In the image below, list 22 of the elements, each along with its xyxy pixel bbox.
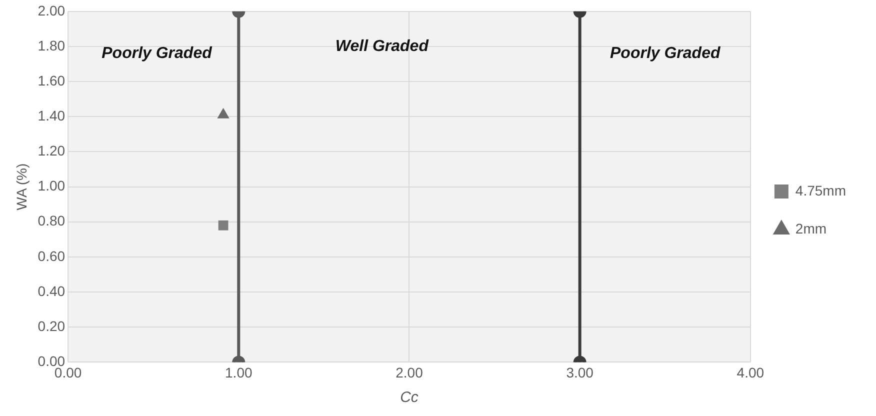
- point: [218, 220, 228, 230]
- y-tick-label: 1.80: [38, 37, 66, 54]
- x-axis-title: Cc: [400, 389, 419, 406]
- annotation: Poorly Graded: [102, 44, 214, 62]
- x-tick-label: 1.00: [225, 364, 252, 380]
- x-tick-label: 4.00: [736, 364, 764, 380]
- y-tick-label: 1.00: [38, 178, 66, 194]
- legend-label: 4.75mm: [795, 182, 846, 198]
- y-tick-label: 0.20: [38, 318, 66, 334]
- y-tick-label: 0.40: [38, 282, 66, 299]
- annotation: Poorly Graded: [610, 44, 722, 62]
- y-tick-label: 0.80: [38, 212, 66, 229]
- y-tick-label: 0.60: [38, 248, 66, 264]
- y-tick-label: 1.40: [38, 108, 66, 124]
- x-tick-label: 3.00: [566, 364, 594, 380]
- y-tick-label: 2.00: [38, 2, 66, 18]
- y-tick-label: 1.60: [38, 72, 66, 88]
- y-axis-title: WA (%): [13, 163, 30, 210]
- annotation: Well Graded: [335, 38, 430, 55]
- legend-label: 2mm: [795, 220, 827, 236]
- y-tick-label: 1.20: [38, 142, 66, 159]
- x-tick-label: 2.00: [396, 364, 424, 380]
